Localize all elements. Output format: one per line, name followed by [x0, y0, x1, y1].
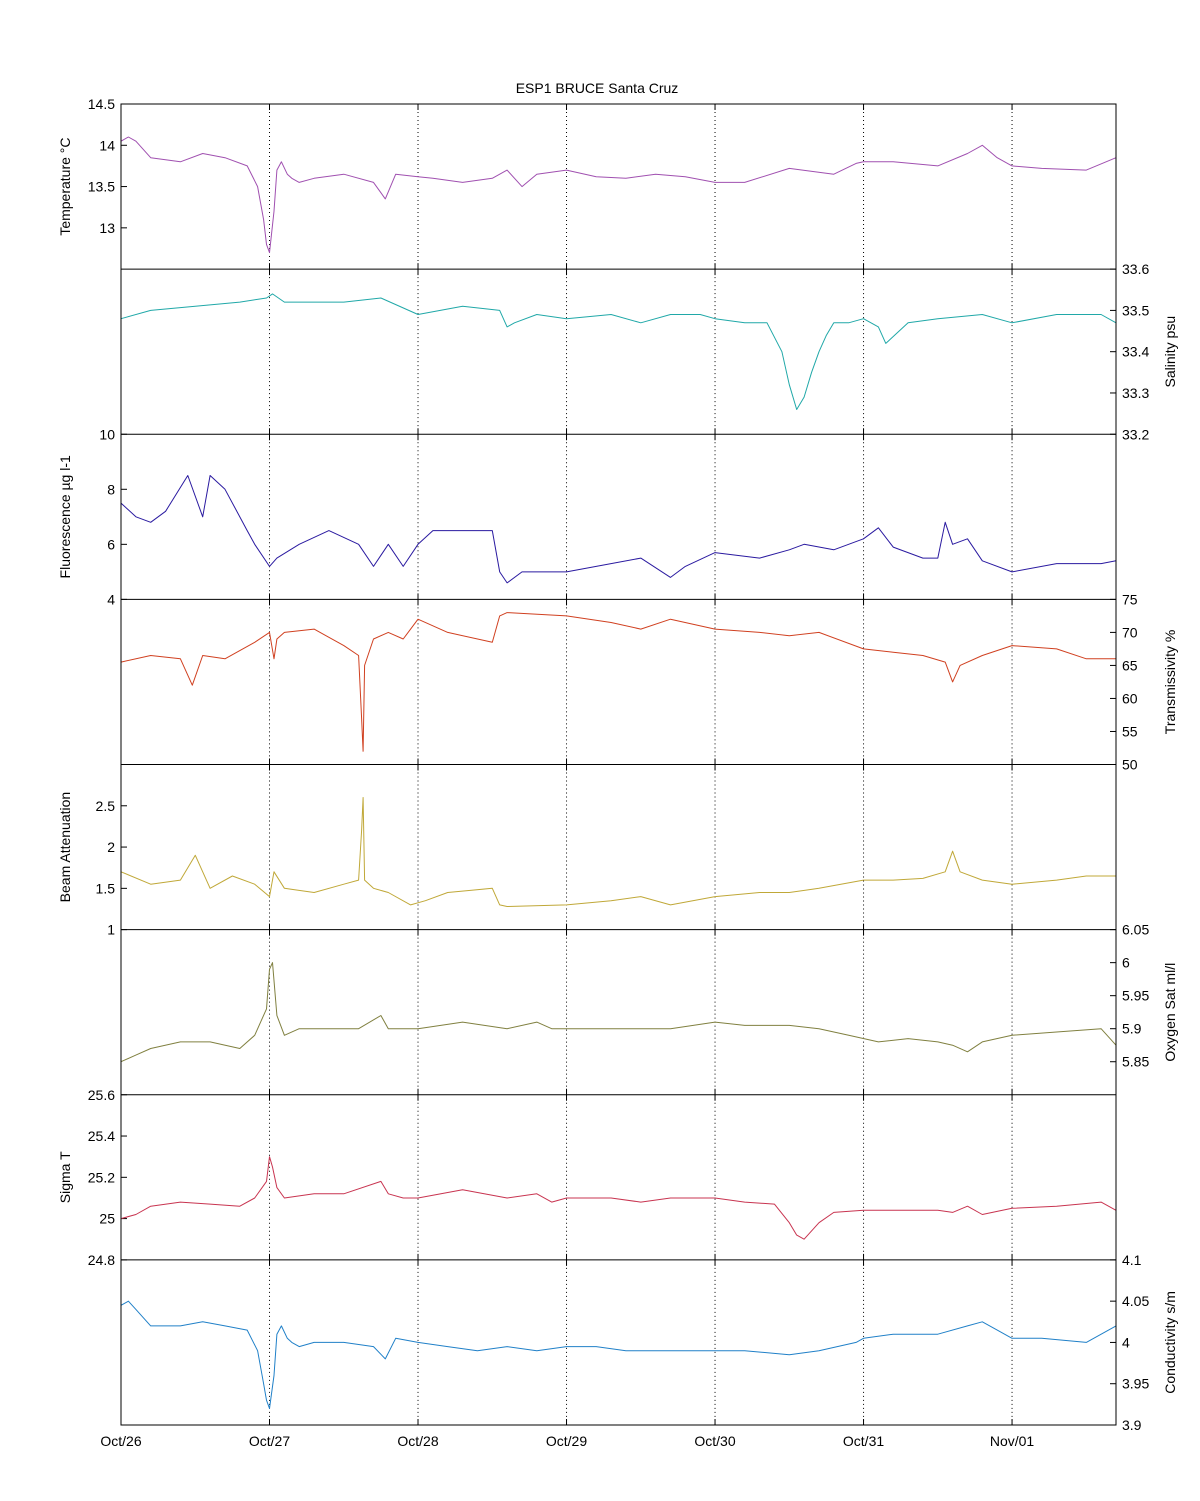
- y-tick-label: 25.4: [88, 1128, 115, 1144]
- y-tick-label: 33.5: [1122, 302, 1149, 318]
- x-tick-label: Oct/26: [100, 1433, 141, 1449]
- series-line: [120, 797, 1116, 907]
- y-tick-label: 55: [1122, 723, 1138, 739]
- y-tick-label: 33.4: [1122, 344, 1149, 360]
- y-tick-label: 10: [99, 426, 115, 442]
- y-axis-label: Sigma T: [57, 1151, 73, 1203]
- y-tick-label: 33.2: [1122, 426, 1149, 442]
- y-tick-label: 70: [1122, 624, 1138, 640]
- y-tick-label: 6: [1122, 955, 1130, 971]
- y-tick-label: 5.85: [1122, 1054, 1149, 1070]
- x-tick-label: Oct/29: [546, 1433, 587, 1449]
- y-tick-label: 13: [99, 220, 115, 236]
- y-tick-label: 6.05: [1122, 922, 1149, 938]
- y-tick-label: 3.9: [1122, 1417, 1142, 1433]
- y-tick-label: 2.5: [96, 798, 116, 814]
- panel-2: 33.6 33.5 33.4 33.3 33.2 Salinity psu: [120, 261, 1178, 442]
- y-tick-label: 60: [1122, 690, 1138, 706]
- y-tick-label: 24.8: [88, 1252, 115, 1268]
- series-line: [120, 1156, 1117, 1240]
- x-tick-label: Oct/27: [249, 1433, 290, 1449]
- y-tick-label: 4.1: [1122, 1252, 1142, 1268]
- y-tick-label: 25.2: [88, 1169, 115, 1185]
- series-line: [120, 1300, 1117, 1409]
- series-line: [120, 293, 1117, 410]
- y-tick-label: 33.3: [1122, 385, 1149, 401]
- panel-6: 6.05 6 5.95 5.9 5.85 Oxygen Sat ml/l: [120, 922, 1178, 1095]
- series-line: [120, 612, 1116, 752]
- y-axis-label: Temperature °C: [57, 137, 73, 235]
- y-axis-label: Conductivity s/m: [1162, 1291, 1178, 1394]
- y-tick-label: 65: [1122, 657, 1138, 673]
- series-line: [120, 962, 1117, 1063]
- panel-4: 75 70 65 60 55 50 Transmissivity %: [120, 591, 1178, 773]
- y-tick-label: 2: [107, 839, 115, 855]
- panel-5: 2.5 2 1.5 1 Beam Attenuation: [57, 764, 1116, 938]
- y-tick-label: 5.9: [1122, 1021, 1142, 1037]
- y-tick-label: 8: [107, 481, 115, 497]
- x-tick-label: Nov/01: [990, 1433, 1035, 1449]
- y-axis-label: Transmissivity %: [1162, 630, 1178, 735]
- y-tick-label: 50: [1122, 757, 1138, 773]
- y-tick-label: 4: [1122, 1334, 1130, 1350]
- y-tick-label: 6: [107, 536, 115, 552]
- y-tick-label: 25.6: [88, 1087, 115, 1103]
- figure-title: ESP1 BRUCE Santa Cruz: [516, 80, 679, 96]
- y-axis-label: Beam Attenuation: [57, 792, 73, 903]
- panel-7: 25.6 25.4 25.2 25 24.8 Sigma T: [57, 1087, 1117, 1268]
- y-tick-label: 1: [107, 922, 115, 938]
- series-line: [120, 136, 1117, 254]
- x-tick-label: Oct/28: [397, 1433, 438, 1449]
- panel-1: 14.5 14 13.5 13 Temperature °C: [57, 96, 1117, 270]
- x-tick-label: Oct/30: [694, 1433, 735, 1449]
- plot-frame: [120, 103, 1117, 1426]
- y-tick-label: 5.95: [1122, 988, 1149, 1004]
- y-axis-label: Fluorescence µg l-1: [57, 455, 73, 578]
- y-tick-label: 13.5: [88, 179, 115, 195]
- y-tick-label: 4.05: [1122, 1293, 1149, 1309]
- panel-3: 10 8 6 4 Fluorescence µg l-1: [57, 426, 1117, 607]
- x-tick-label: Oct/31: [843, 1433, 884, 1449]
- y-tick-label: 33.6: [1122, 261, 1149, 277]
- y-tick-label: 14.5: [88, 96, 115, 112]
- y-axis-label: Oxygen Sat ml/l: [1162, 963, 1178, 1062]
- panel-8: 4.1 4.05 4 3.95 3.9 Conductivity s/m: [120, 1252, 1178, 1433]
- y-axis-label: Salinity psu: [1162, 316, 1178, 388]
- series-line: [120, 475, 1117, 584]
- y-tick-label: 14: [99, 137, 115, 153]
- y-tick-label: 75: [1122, 591, 1138, 607]
- y-tick-label: 4: [107, 591, 115, 607]
- y-tick-label: 1.5: [96, 880, 116, 896]
- y-tick-label: 25: [99, 1211, 115, 1227]
- shared-x-axis: Oct/26 Oct/27 Oct/28 Oct/29 Oct/30 Oct/31 Nov/…: [100, 1433, 1034, 1449]
- y-tick-label: 3.95: [1122, 1376, 1149, 1392]
